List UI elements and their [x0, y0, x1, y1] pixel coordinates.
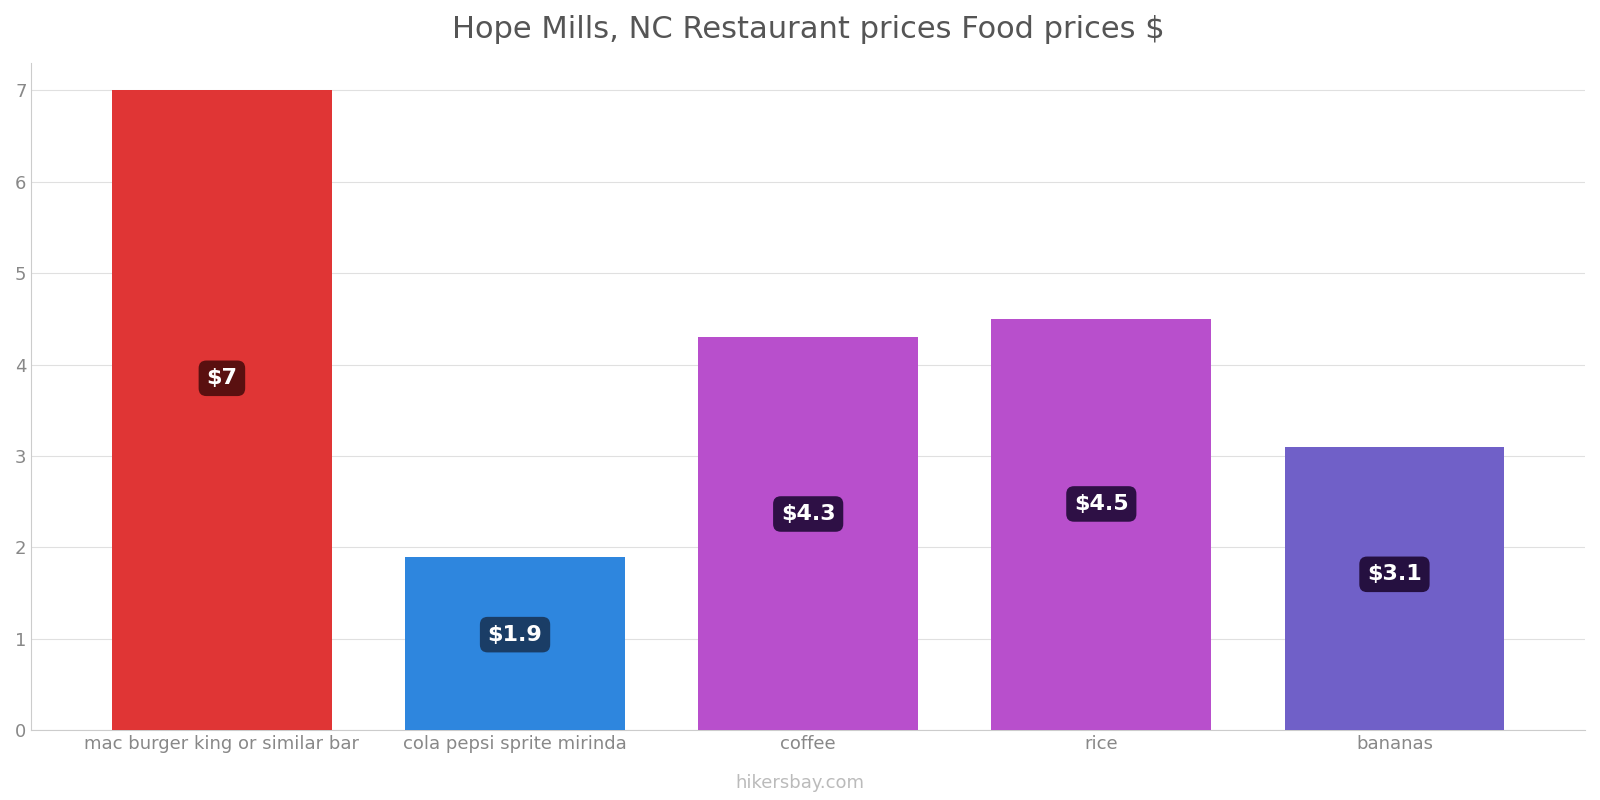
- Text: $7: $7: [206, 368, 237, 388]
- Bar: [1285, 447, 1504, 730]
- Bar: [992, 319, 1211, 730]
- Text: $4.3: $4.3: [781, 504, 835, 524]
- Text: $1.9: $1.9: [488, 625, 542, 645]
- Text: $4.5: $4.5: [1074, 494, 1128, 514]
- Title: Hope Mills, NC Restaurant prices Food prices $: Hope Mills, NC Restaurant prices Food pr…: [451, 15, 1165, 44]
- Text: hikersbay.com: hikersbay.com: [736, 774, 864, 792]
- Bar: [698, 337, 918, 730]
- Text: $3.1: $3.1: [1366, 564, 1422, 584]
- Bar: [112, 90, 331, 730]
- Bar: [405, 557, 626, 730]
